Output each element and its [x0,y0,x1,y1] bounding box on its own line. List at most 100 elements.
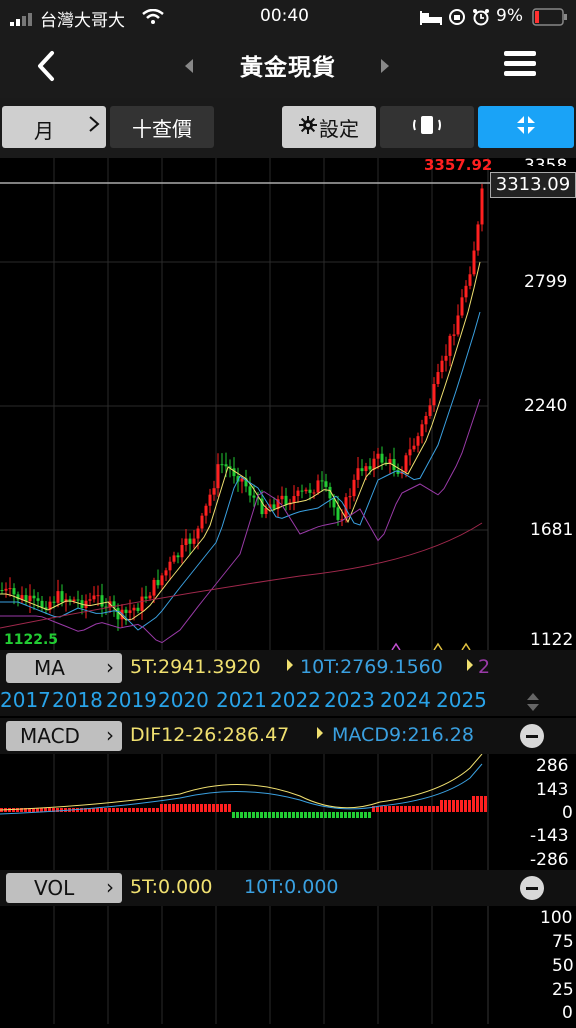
macd-histogram-bar [380,806,383,812]
macd-histogram-bar [52,808,55,812]
macd-histogram-bar [112,808,115,812]
macd-histogram-bar [328,812,331,818]
macd-histogram-bar [32,808,35,812]
macd9-value: MACD9:216.28 [332,724,474,746]
macd-histogram-bar [84,808,87,812]
candle-body [268,504,272,509]
macd-histogram-bar [436,806,439,812]
candle-body [200,515,204,529]
chevron-right-icon: › [106,875,114,899]
macd-histogram-bar [28,808,31,812]
candle-body [204,505,208,516]
ma-selector-button[interactable]: MA › [6,653,122,683]
macd-histogram-bar [460,800,463,812]
resize-handle-icon[interactable] [526,692,540,716]
candlestick-chart[interactable] [0,158,576,651]
macd-chart[interactable] [0,753,576,870]
last-price-tag: 3313.09 [490,172,576,198]
chevron-right-icon: › [106,723,114,747]
candle-body [104,606,108,608]
candle-body [224,464,228,467]
macd-histogram-bar [412,806,415,812]
orientation-lock-icon [448,8,466,30]
ma20-line [0,398,481,644]
candle-body [456,315,460,335]
macd-histogram-bar [116,808,119,812]
ma5-line [0,261,481,621]
chevron-right-icon: › [106,655,114,679]
y-tick-1122: 1122 [530,630,574,650]
candle-body [236,476,240,482]
vol-selector-button[interactable]: VOL › [6,873,122,903]
macd-histogram-bar [48,808,51,812]
candle-body [192,538,196,544]
macd-histogram-bar [124,808,127,812]
price-chart-area[interactable] [0,158,576,651]
back-icon[interactable] [34,50,58,86]
candle-body [452,334,456,336]
candle-body [384,462,388,464]
battery-percent: 9% [496,6,523,26]
macd-histogram-bar [456,800,459,812]
macd-histogram-bar [324,812,327,818]
fullscreen-button[interactable] [478,106,574,148]
period-selector-button[interactable]: 月 [2,106,106,148]
macd-histogram-bar [196,804,199,812]
candle-body [180,545,184,558]
candle-body [124,609,128,613]
year-2024: 2024 [380,688,431,712]
candle-body [176,555,180,558]
remove-vol-icon[interactable] [520,876,544,900]
candle-body [32,595,36,599]
candle-body [76,599,80,601]
candle-body [44,607,48,610]
year-2020: 2020 [158,688,209,712]
remove-macd-icon[interactable] [520,724,544,748]
candle-body [188,538,192,544]
candle-body [280,495,284,500]
volume-chart[interactable] [0,906,576,1024]
menu-icon[interactable] [504,48,536,84]
candle-body [84,600,88,608]
candle-body [220,464,224,466]
macd-histogram-bar [276,812,279,818]
candle-body [100,595,104,607]
prev-item-icon[interactable] [184,58,194,77]
macd-histogram-bar [160,804,163,812]
alarm-icon [472,8,490,30]
candle-body [52,601,56,603]
candle-body [184,538,188,546]
candle-body [256,497,260,499]
macd-tick-neg286: -286 [530,850,569,870]
candle-body [232,468,236,477]
settings-button[interactable]: 設定 [282,106,376,148]
candle-body [292,496,296,503]
macd-histogram-bar [148,808,151,812]
candle-body [320,480,324,482]
settings-label: 設定 [319,116,359,141]
candle-body [472,250,476,275]
candle-body [152,579,156,596]
y-tick-1681: 1681 [530,520,574,540]
macd-histogram-bar [392,806,395,812]
candle-body [476,224,480,251]
candle-body [308,489,312,493]
rotate-screen-button[interactable] [380,106,474,148]
macd-selector-button[interactable]: MACD › [6,721,122,751]
macd-histogram-bar [192,804,195,812]
macd-histogram-bar [452,800,455,812]
macd-histogram-bar [168,804,171,812]
ma60-line [0,522,483,629]
next-item-icon[interactable] [380,58,390,77]
candle-body [148,595,152,599]
price-query-button[interactable]: 十查價 [110,106,214,148]
macd-histogram-bar [172,804,175,812]
macd-histogram-bar [300,812,303,818]
candle-body [444,355,448,361]
vol10-value: 10T:0.000 [244,876,339,898]
macd-histogram-bar [224,804,227,812]
macd-histogram-bar [320,812,323,818]
candle-body [216,464,220,489]
candle-body [56,591,60,603]
macd-histogram-bar [352,812,355,818]
